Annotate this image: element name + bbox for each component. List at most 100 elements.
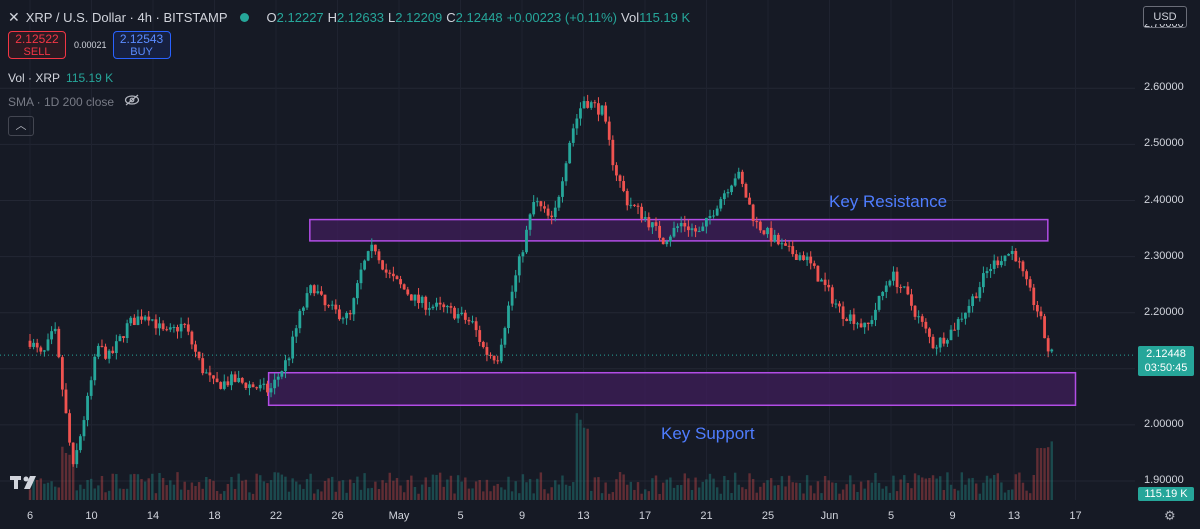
chevron-up-icon[interactable]: ︿: [8, 116, 34, 136]
volume-bar: [1000, 482, 1003, 500]
volume-bar: [32, 477, 35, 500]
eye-crossed-icon[interactable]: [124, 94, 140, 109]
time-tick-label: 17: [1069, 510, 1082, 522]
volume-bar: [820, 493, 823, 500]
buy-button[interactable]: 2.12543 BUY: [112, 31, 171, 59]
volume-bar: [165, 485, 168, 500]
volume-bar: [64, 452, 68, 500]
volume-bar: [690, 489, 694, 500]
price-tick-label: 2.70000: [1144, 24, 1184, 30]
volume-bar: [1036, 448, 1039, 500]
volume-bar: [809, 485, 812, 500]
volume-indicator-legend[interactable]: Vol · XRP 115.19 K: [8, 71, 113, 85]
candle-body: [474, 321, 478, 331]
volume-bar: [82, 488, 86, 500]
volume-bar: [449, 475, 453, 500]
candle-body: [359, 269, 363, 284]
volume-bar: [784, 486, 787, 500]
candle-body: [996, 260, 1000, 266]
volume-bar: [118, 488, 122, 500]
volume-bar: [982, 482, 985, 500]
sma-indicator-label: SMA · 1D 200 close: [8, 94, 115, 109]
volume-bar: [464, 477, 467, 500]
candle-body: [780, 243, 784, 245]
volume-bar: [849, 475, 852, 500]
candle-body: [679, 222, 683, 227]
candle-body: [543, 206, 546, 209]
candle-body: [492, 355, 496, 361]
time-tick-label: 14: [146, 510, 160, 522]
resistance-zone[interactable]: [309, 218, 1049, 242]
sell-button[interactable]: 2.12522 SELL: [8, 31, 66, 59]
low-value: 2.12209: [395, 10, 443, 25]
volume-bar: [273, 472, 276, 500]
candle-body: [956, 319, 960, 330]
volume-bar: [787, 475, 791, 500]
volume-bar: [241, 480, 244, 500]
candle-body: [899, 287, 903, 289]
candle-body: [769, 227, 773, 242]
candle-body: [686, 226, 690, 231]
volume-bar: [615, 479, 618, 500]
candle-body: [773, 234, 777, 242]
candle-body: [197, 351, 201, 359]
volume-bar: [53, 486, 57, 500]
volume-bar: [917, 475, 920, 500]
volume-bar: [622, 474, 625, 500]
gear-icon[interactable]: ⚙: [1164, 508, 1176, 523]
candle-body: [1028, 279, 1032, 288]
volume-bar: [867, 480, 870, 500]
candle-body: [726, 192, 730, 194]
candle-body: [485, 347, 489, 355]
volume-bar: [705, 479, 708, 500]
candle-body: [510, 291, 514, 306]
volume-bar: [636, 482, 640, 500]
volume-bar: [169, 480, 172, 500]
time-tick-label: 5: [887, 510, 895, 522]
volume-bar: [46, 482, 50, 500]
sma-indicator-legend[interactable]: SMA · 1D 200 close: [8, 94, 140, 109]
volume-bar: [280, 474, 284, 500]
price-tick-label: 2.40000: [1144, 193, 1184, 206]
volume-bar: [953, 488, 956, 500]
candle-body: [334, 304, 338, 310]
symbol-title[interactable]: XRP / U.S. Dollar · 4h · BITSTAMP: [25, 10, 228, 25]
volume-bar: [424, 477, 427, 500]
volume-bar: [438, 472, 442, 500]
spread-value: 0.00021: [74, 40, 107, 50]
candle-body: [348, 312, 352, 315]
candle-body: [481, 341, 485, 348]
candle-body: [978, 287, 982, 299]
support-zone[interactable]: [267, 371, 1077, 407]
candle-body: [100, 345, 104, 347]
candle-body: [53, 328, 57, 332]
volume-bar: [802, 493, 805, 500]
volume-bar: [773, 485, 776, 500]
candle-body: [39, 347, 43, 352]
close-icon[interactable]: ✕: [8, 9, 20, 25]
candle-body: [802, 255, 805, 261]
currency-button[interactable]: USD: [1143, 6, 1187, 28]
candle-body: [553, 207, 557, 218]
candle-body: [168, 327, 172, 330]
volume-bar: [751, 478, 755, 500]
volume-bar: [363, 473, 366, 500]
candle-body: [240, 377, 244, 383]
candle-body: [35, 342, 39, 348]
volume-bar: [597, 477, 600, 500]
volume-bar: [68, 454, 71, 500]
candle-body: [406, 289, 410, 295]
candle-body: [150, 319, 154, 321]
volume-bar: [176, 472, 179, 500]
volume-bar: [712, 478, 715, 500]
volume-bar: [640, 493, 643, 500]
candle-body: [892, 271, 895, 281]
volume-bar: [125, 488, 129, 500]
candle-body: [158, 323, 161, 329]
volume-bar: [277, 472, 280, 500]
candle-body: [737, 171, 741, 179]
volume-bar: [903, 475, 906, 500]
candle-body: [1017, 261, 1021, 263]
candle-body: [834, 303, 838, 305]
